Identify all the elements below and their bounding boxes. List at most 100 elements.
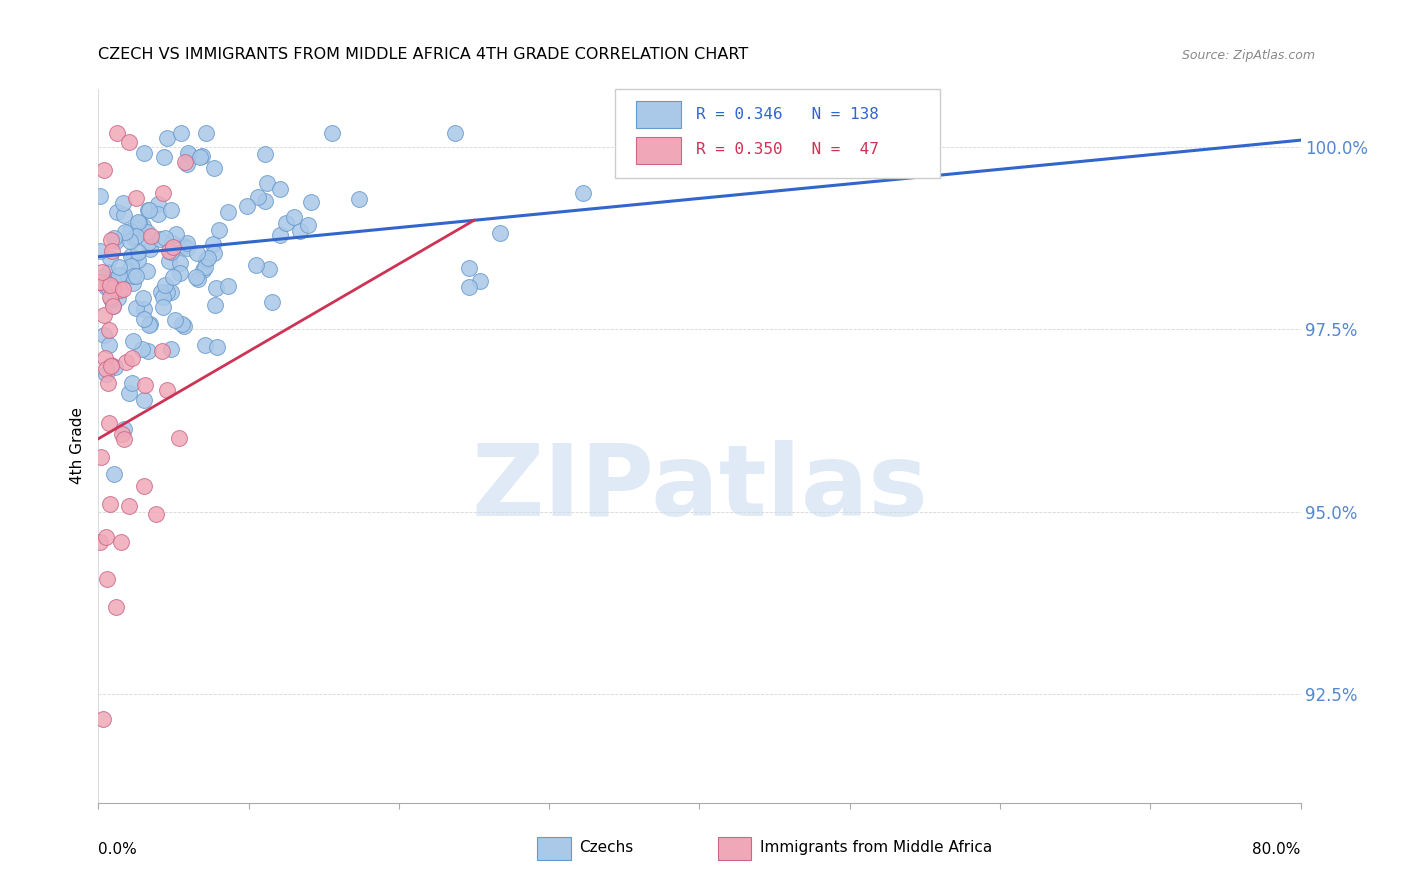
Point bbox=[191, 263, 214, 277]
Text: R = 0.350   N =  47: R = 0.350 N = 47 bbox=[696, 143, 879, 157]
Point bbox=[153, 278, 176, 293]
Point bbox=[136, 225, 159, 239]
Point bbox=[162, 240, 184, 254]
Point bbox=[139, 229, 162, 244]
Point bbox=[190, 149, 212, 163]
Point bbox=[98, 278, 121, 293]
Point bbox=[257, 261, 280, 276]
Point bbox=[103, 467, 125, 481]
Point bbox=[111, 268, 134, 283]
Point bbox=[94, 361, 117, 376]
Point bbox=[321, 126, 343, 140]
Point bbox=[93, 328, 115, 343]
Point bbox=[112, 195, 135, 210]
Point bbox=[163, 312, 186, 326]
Point bbox=[90, 450, 112, 464]
Point bbox=[169, 256, 191, 270]
Point bbox=[125, 191, 148, 205]
Point bbox=[103, 299, 125, 313]
Text: 80.0%: 80.0% bbox=[1253, 842, 1301, 857]
Point bbox=[122, 276, 145, 290]
Point bbox=[208, 223, 231, 237]
Point bbox=[94, 367, 117, 381]
Text: CZECH VS IMMIGRANTS FROM MIDDLE AFRICA 4TH GRADE CORRELATION CHART: CZECH VS IMMIGRANTS FROM MIDDLE AFRICA 4… bbox=[98, 47, 748, 62]
Point bbox=[152, 300, 174, 314]
Point bbox=[269, 182, 291, 196]
Point bbox=[104, 359, 127, 374]
Point bbox=[110, 535, 132, 549]
Point bbox=[93, 351, 115, 365]
Point bbox=[218, 278, 240, 293]
Point bbox=[202, 161, 225, 176]
Point bbox=[121, 376, 143, 391]
Point bbox=[194, 252, 217, 267]
Text: Source: ZipAtlas.com: Source: ZipAtlas.com bbox=[1181, 49, 1315, 62]
Point bbox=[132, 219, 155, 234]
Point bbox=[159, 254, 181, 268]
Point bbox=[110, 272, 132, 286]
Y-axis label: 4th Grade: 4th Grade bbox=[69, 408, 84, 484]
Point bbox=[167, 431, 190, 445]
Point bbox=[176, 241, 198, 255]
Point bbox=[125, 268, 148, 283]
Point bbox=[347, 192, 370, 206]
Point bbox=[100, 233, 122, 247]
Point bbox=[110, 283, 132, 297]
Text: Immigrants from Middle Africa: Immigrants from Middle Africa bbox=[759, 840, 991, 855]
Point bbox=[100, 359, 122, 374]
Point bbox=[160, 244, 183, 259]
Point bbox=[179, 147, 201, 161]
Point bbox=[146, 197, 169, 211]
FancyBboxPatch shape bbox=[636, 102, 682, 128]
Point bbox=[159, 285, 181, 300]
Point bbox=[457, 261, 479, 276]
Point bbox=[152, 186, 174, 200]
Point bbox=[91, 712, 114, 726]
Point bbox=[94, 530, 117, 544]
Point bbox=[165, 227, 187, 242]
Point bbox=[132, 479, 155, 493]
Point bbox=[107, 291, 129, 305]
Point bbox=[112, 282, 135, 296]
Point bbox=[174, 154, 197, 169]
Point bbox=[134, 301, 156, 316]
FancyBboxPatch shape bbox=[616, 89, 939, 178]
Point bbox=[108, 268, 131, 282]
Point bbox=[276, 216, 298, 230]
Point bbox=[101, 281, 124, 295]
Point bbox=[125, 228, 148, 243]
Point bbox=[167, 239, 190, 253]
Point bbox=[138, 318, 160, 333]
Point bbox=[170, 317, 193, 331]
Point bbox=[173, 239, 195, 253]
Point bbox=[173, 319, 195, 334]
Point bbox=[283, 210, 305, 224]
Point bbox=[186, 246, 208, 260]
Point bbox=[160, 235, 183, 250]
Point bbox=[134, 377, 156, 392]
Point bbox=[127, 214, 149, 228]
Point bbox=[132, 291, 155, 305]
Point bbox=[121, 334, 143, 349]
Point bbox=[153, 231, 176, 245]
Point bbox=[138, 344, 160, 359]
Point bbox=[89, 189, 111, 203]
Point bbox=[156, 383, 179, 397]
Point bbox=[122, 269, 145, 284]
Point bbox=[128, 216, 150, 230]
Point bbox=[103, 273, 125, 287]
Point bbox=[93, 163, 115, 178]
Point bbox=[150, 344, 173, 359]
Point bbox=[103, 299, 125, 313]
Point bbox=[114, 355, 136, 369]
Point bbox=[256, 176, 278, 190]
Point bbox=[245, 258, 267, 272]
Point bbox=[193, 338, 215, 352]
Point bbox=[98, 290, 121, 304]
Point bbox=[89, 535, 111, 549]
Point bbox=[194, 260, 217, 274]
Point bbox=[157, 244, 180, 259]
Point bbox=[299, 194, 322, 209]
Point bbox=[105, 600, 128, 615]
Point bbox=[202, 236, 225, 251]
